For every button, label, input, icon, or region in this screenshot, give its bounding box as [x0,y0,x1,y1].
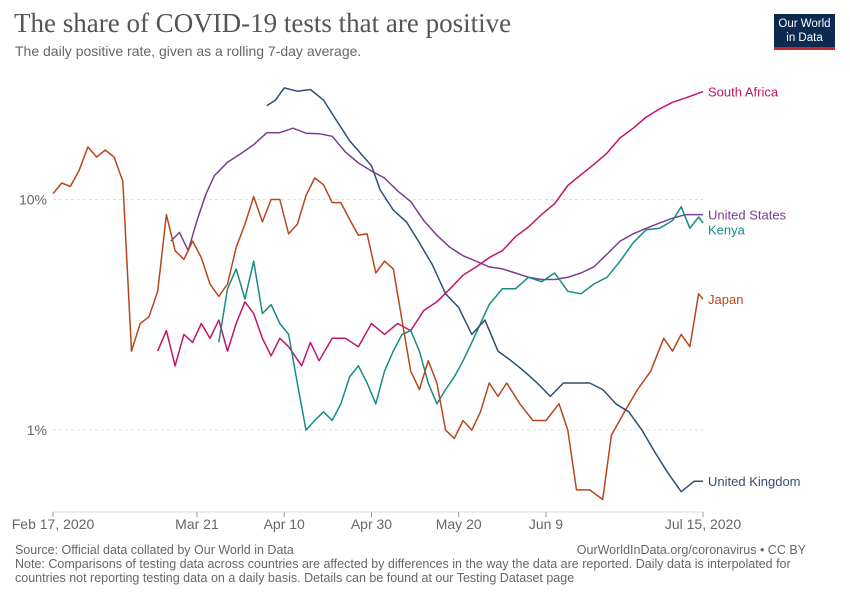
source-text: Source: Official data collated by Our Wo… [15,543,294,557]
series-label-0: South Africa [708,85,779,100]
logo-line-1: Our World [778,18,831,30]
series-label-2: Kenya [708,223,746,238]
y-tick-label-0: 1% [27,422,47,438]
source-url-link[interactable]: OurWorldInData.org/coronavirus • CC BY [576,543,806,557]
x-tick-label-1: Mar 21 [175,516,219,532]
y-tick-label-1: 10% [19,192,47,208]
x-tick-label-6: Jul 15, 2020 [665,516,741,532]
series-line-2 [218,206,704,431]
series-line-0 [157,90,704,367]
series-label-1: United States [708,208,787,223]
owid-logo[interactable]: Our World in Data [774,14,835,50]
x-tick-label-4: May 20 [436,516,482,532]
x-tick-label-3: Apr 30 [351,516,392,532]
series-label-4: United Kingdom [708,474,801,489]
series-line-3 [52,146,704,501]
note-line-1: Note: Comparisons of testing data across… [15,557,791,571]
chart-subtitle: The daily positive rate, given as a roll… [15,43,362,59]
series-label-3: Japan [708,292,743,307]
x-tick-label-2: Apr 10 [264,516,305,532]
x-tick-label-0: Feb 17, 2020 [12,516,95,532]
x-tick-label-5: Jun 9 [529,516,563,532]
logo-line-2: in Data [786,32,823,44]
series-line-4 [266,87,703,493]
chart-title: The share of COVID-19 tests that are pos… [14,8,512,38]
series-line-1 [170,127,703,281]
note-line-2: countries not reporting testing data on … [15,571,575,585]
